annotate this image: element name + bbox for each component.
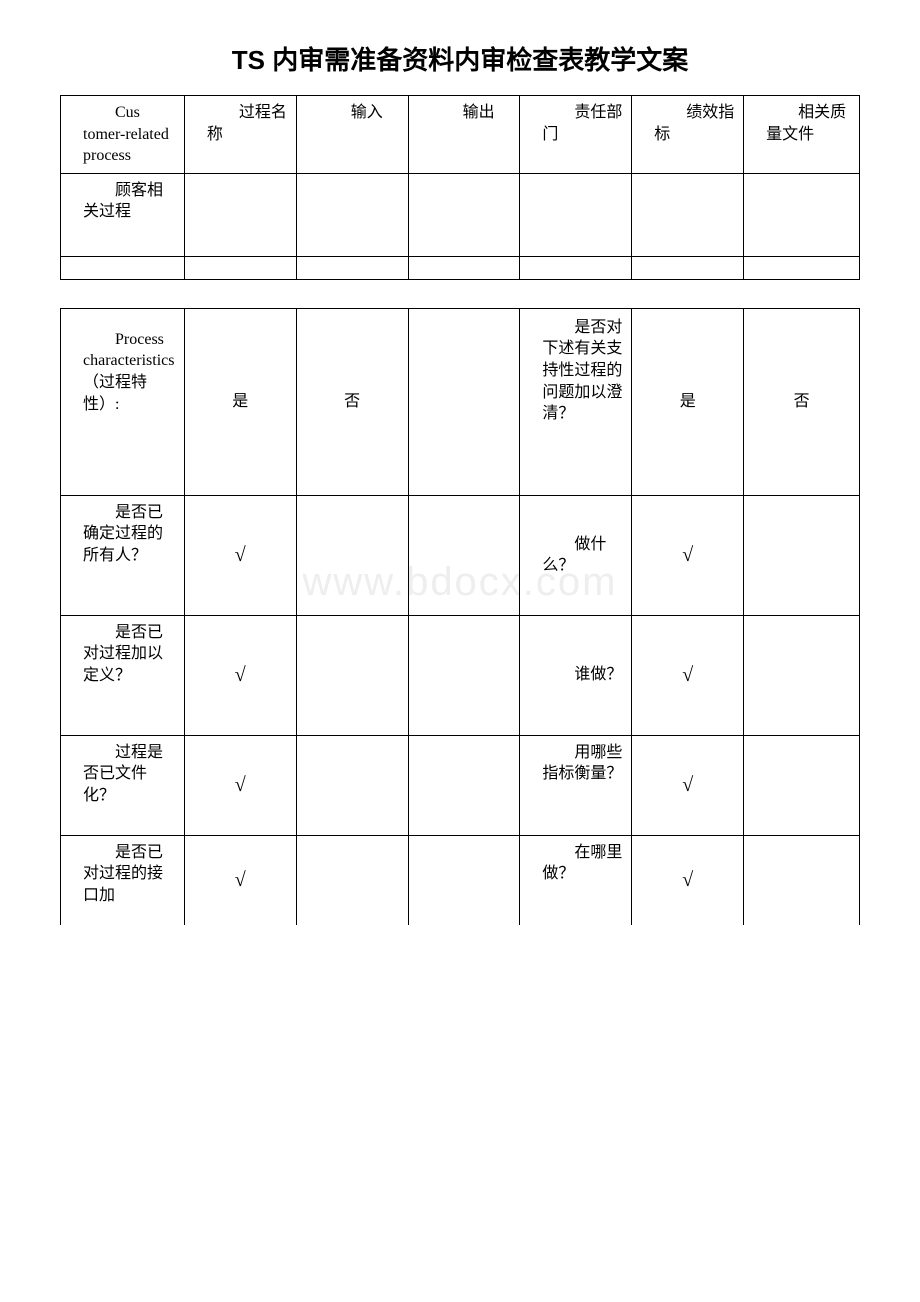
cell-process-name: 过程名称 — [184, 96, 296, 174]
q-what: 做什么？ — [520, 495, 632, 615]
page-title: TS 内审需准备资料内审检查表教学文案 — [60, 40, 860, 77]
a-documented-no — [296, 735, 408, 835]
cell-empty — [61, 256, 185, 279]
cell-empty — [408, 173, 520, 256]
q-interface: 是否已对过程的接口加 — [61, 835, 185, 925]
cell-empty — [632, 256, 744, 279]
cell-empty — [184, 173, 296, 256]
cell-customer-process: 顾客相关过程 — [61, 173, 185, 256]
characteristics-table: Process characteristics（过程特性）: 是 否 是否对下述… — [60, 308, 860, 926]
a-owner-yes: √ — [184, 495, 296, 615]
hdr-support-q: 是否对下述有关支持性过程的问题加以澄清？ — [520, 308, 632, 495]
cell-dept: 责任部门 — [520, 96, 632, 174]
a-defined-yes: √ — [184, 615, 296, 735]
cell-empty — [744, 173, 860, 256]
a-defined-no — [296, 615, 408, 735]
a-where-no — [744, 835, 860, 925]
a-documented-yes: √ — [184, 735, 296, 835]
q-metrics: 用哪些指标衡量？ — [520, 735, 632, 835]
cell-empty — [184, 256, 296, 279]
cell-empty — [520, 173, 632, 256]
hdr-yes: 是 — [184, 308, 296, 495]
hdr-no2: 否 — [744, 308, 860, 495]
cell-empty — [632, 173, 744, 256]
cell-empty — [408, 615, 520, 735]
hdr-yes2: 是 — [632, 308, 744, 495]
cell-empty — [408, 735, 520, 835]
process-info-table: Customer-related process 过程名称 输入 输出 责任部门… — [60, 95, 860, 280]
cell-output: 输出 — [408, 96, 520, 174]
q-who: 谁做？ — [520, 615, 632, 735]
q-defined: 是否已对过程加以定义？ — [61, 615, 185, 735]
cell-empty — [744, 256, 860, 279]
cell-process-en: Customer-related process — [61, 96, 185, 174]
a-metrics-no — [744, 735, 860, 835]
a-metrics-yes: √ — [632, 735, 744, 835]
q-documented: 过程是否已文件化？ — [61, 735, 185, 835]
hdr-no: 否 — [296, 308, 408, 495]
cell-empty — [408, 256, 520, 279]
cell-empty — [296, 256, 408, 279]
cell-docs: 相关质量文件 — [744, 96, 860, 174]
hdr-characteristics: Process characteristics（过程特性）: — [61, 308, 185, 495]
cell-kpi: 绩效指标 — [632, 96, 744, 174]
cell-empty — [296, 173, 408, 256]
cell-empty — [520, 256, 632, 279]
cell-input: 输入 — [296, 96, 408, 174]
a-owner-no — [296, 495, 408, 615]
a-what-yes: √ — [632, 495, 744, 615]
a-interface-yes: √ — [184, 835, 296, 925]
a-what-no — [744, 495, 860, 615]
a-where-yes: √ — [632, 835, 744, 925]
hdr-empty — [408, 308, 520, 495]
cell-empty — [408, 495, 520, 615]
q-where: 在哪里做？ — [520, 835, 632, 925]
q-owner: 是否已确定过程的所有人？ — [61, 495, 185, 615]
cell-empty — [408, 835, 520, 925]
a-who-yes: √ — [632, 615, 744, 735]
a-interface-no — [296, 835, 408, 925]
a-who-no — [744, 615, 860, 735]
